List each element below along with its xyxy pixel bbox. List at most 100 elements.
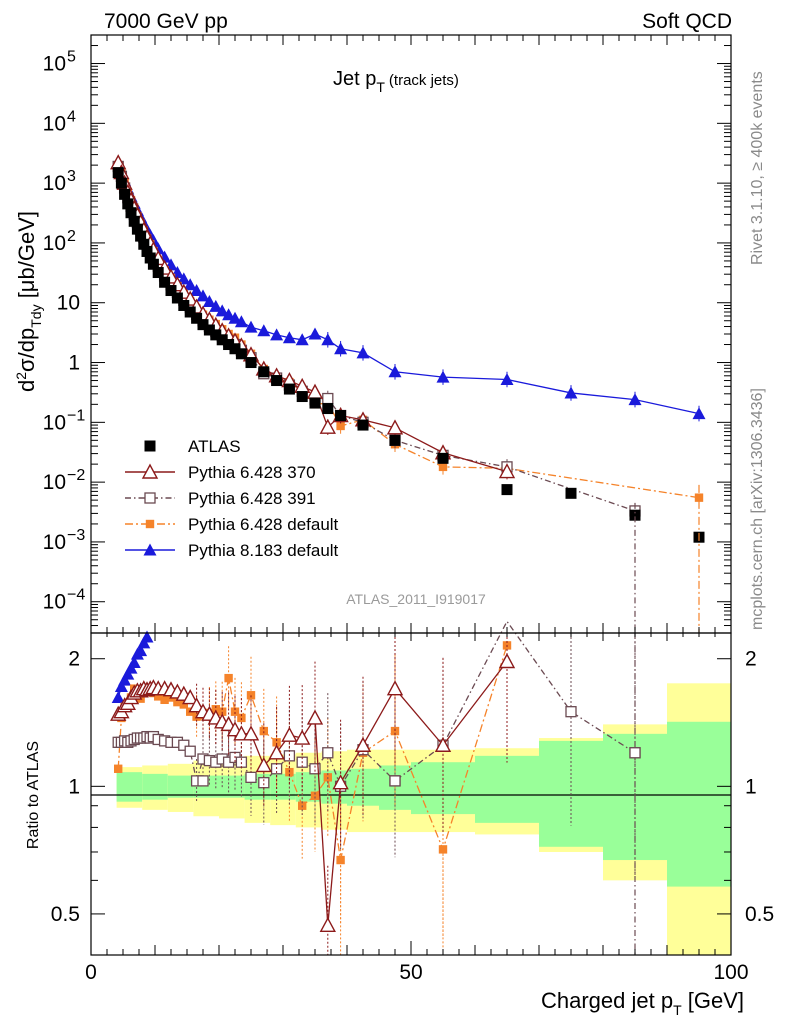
legend-label: Pythia 6.428 370 — [188, 463, 316, 482]
legend-label: Pythia 6.428 default — [188, 515, 339, 534]
y-tick-label-exponent: −1 — [67, 407, 85, 424]
data-point — [125, 207, 137, 219]
ratio-band-inner — [116, 772, 143, 802]
data-point — [202, 294, 216, 307]
analysis-id: ATLAS_2011_I919017 — [346, 591, 486, 607]
data-point — [306, 383, 324, 399]
ratio-band-inner — [167, 775, 194, 798]
data-point — [319, 418, 336, 434]
data-point — [143, 543, 157, 556]
data-point — [224, 673, 233, 683]
data-point — [114, 764, 123, 773]
x-tick-label: 0 — [85, 961, 97, 984]
x-tick-label: 100 — [713, 961, 748, 984]
plot-title: Jet pT (track jets) — [333, 68, 459, 95]
ratio-tick-label: 0.5 — [51, 903, 80, 926]
data-point — [388, 365, 402, 378]
data-point — [165, 285, 177, 297]
y-tick-label: 10 — [57, 292, 80, 315]
data-point — [141, 463, 159, 479]
ratio-panel: 0.5 0.5 1 1 2 2 Ratio to ATLAS — [25, 620, 774, 956]
data-point — [141, 245, 153, 257]
data-point — [242, 725, 260, 741]
data-point — [356, 346, 370, 359]
data-point — [131, 223, 143, 235]
data-point — [111, 691, 125, 704]
data-point — [190, 284, 204, 297]
data-point — [257, 324, 271, 337]
data-point — [115, 177, 127, 189]
ratio-tick-label-right: 0.5 — [745, 903, 774, 926]
y-tick-label-exponent: 4 — [67, 108, 76, 125]
data-point — [270, 328, 284, 341]
data-point — [310, 791, 320, 800]
ratio-band-inner — [667, 721, 731, 887]
data-point — [112, 167, 124, 179]
y-tick-label: 10 — [43, 112, 66, 135]
y-tick-label: 10 — [43, 232, 66, 255]
data-point — [436, 370, 450, 383]
data-point — [259, 726, 268, 736]
data-point — [183, 278, 197, 291]
data-point — [332, 774, 349, 790]
ratio-tick-label: 2 — [68, 648, 80, 671]
data-point — [178, 739, 190, 751]
series-line — [117, 166, 636, 512]
y-tick-label: 10 — [43, 53, 66, 76]
main-series-layer — [110, 154, 706, 633]
data-point — [203, 324, 215, 336]
x-axis: 0 50 100 — [85, 35, 749, 984]
data-point — [258, 777, 270, 789]
data-point — [178, 299, 190, 311]
data-point — [564, 386, 578, 399]
data-point — [173, 697, 182, 707]
data-point — [196, 289, 210, 302]
legend-label: Pythia 8.183 default — [188, 541, 339, 560]
mcplots-reference-label: mcplots.cern.ch [arXiv:1306.3436] — [749, 388, 766, 630]
data-point — [294, 729, 311, 745]
data-point — [386, 419, 404, 435]
data-point — [177, 272, 191, 285]
y-tick-label-exponent: 2 — [67, 228, 76, 245]
data-point — [119, 188, 131, 200]
data-point — [188, 697, 205, 713]
rivet-version-label: Rivet 3.1.10, ≥ 400k events — [749, 71, 766, 265]
data-point — [281, 726, 298, 742]
data-point — [197, 319, 209, 331]
data-point — [282, 331, 296, 344]
data-point — [216, 334, 228, 346]
data-point — [309, 397, 321, 409]
data-point — [230, 707, 240, 716]
data-point — [128, 215, 140, 227]
data-point — [144, 492, 156, 504]
data-point — [322, 747, 334, 759]
legend: ATLAS Pythia 6.428 370 Pythia 6.428 391 Pyt… — [125, 437, 339, 560]
data-point — [237, 713, 246, 723]
ratio-band-inner — [270, 773, 296, 800]
y-axis-label: d2σ/dpTdy [μb/GeV] — [13, 211, 44, 392]
data-point — [140, 630, 154, 643]
y-tick-label: 10 — [43, 591, 66, 614]
data-point — [147, 258, 159, 270]
y-tick-label-exponent: −4 — [67, 587, 85, 604]
y-tick-label-exponent: 5 — [67, 49, 76, 66]
ratio-y-axis: 0.5 0.5 1 1 2 2 — [51, 648, 774, 956]
data-point — [184, 306, 196, 318]
data-point — [114, 679, 128, 692]
data-point — [628, 393, 642, 406]
y-tick-label: 10 — [43, 531, 66, 554]
data-point — [122, 198, 134, 210]
data-point — [215, 304, 229, 317]
data-point — [233, 725, 250, 741]
data-point — [629, 509, 641, 521]
data-point — [246, 691, 256, 700]
main-panel-frame — [90, 34, 732, 634]
ratio-y-axis-label: Ratio to ATLAS — [25, 741, 42, 849]
data-point — [182, 689, 199, 705]
data-point — [335, 410, 347, 422]
data-point — [144, 440, 156, 452]
header-category: Soft QCD — [642, 10, 732, 33]
